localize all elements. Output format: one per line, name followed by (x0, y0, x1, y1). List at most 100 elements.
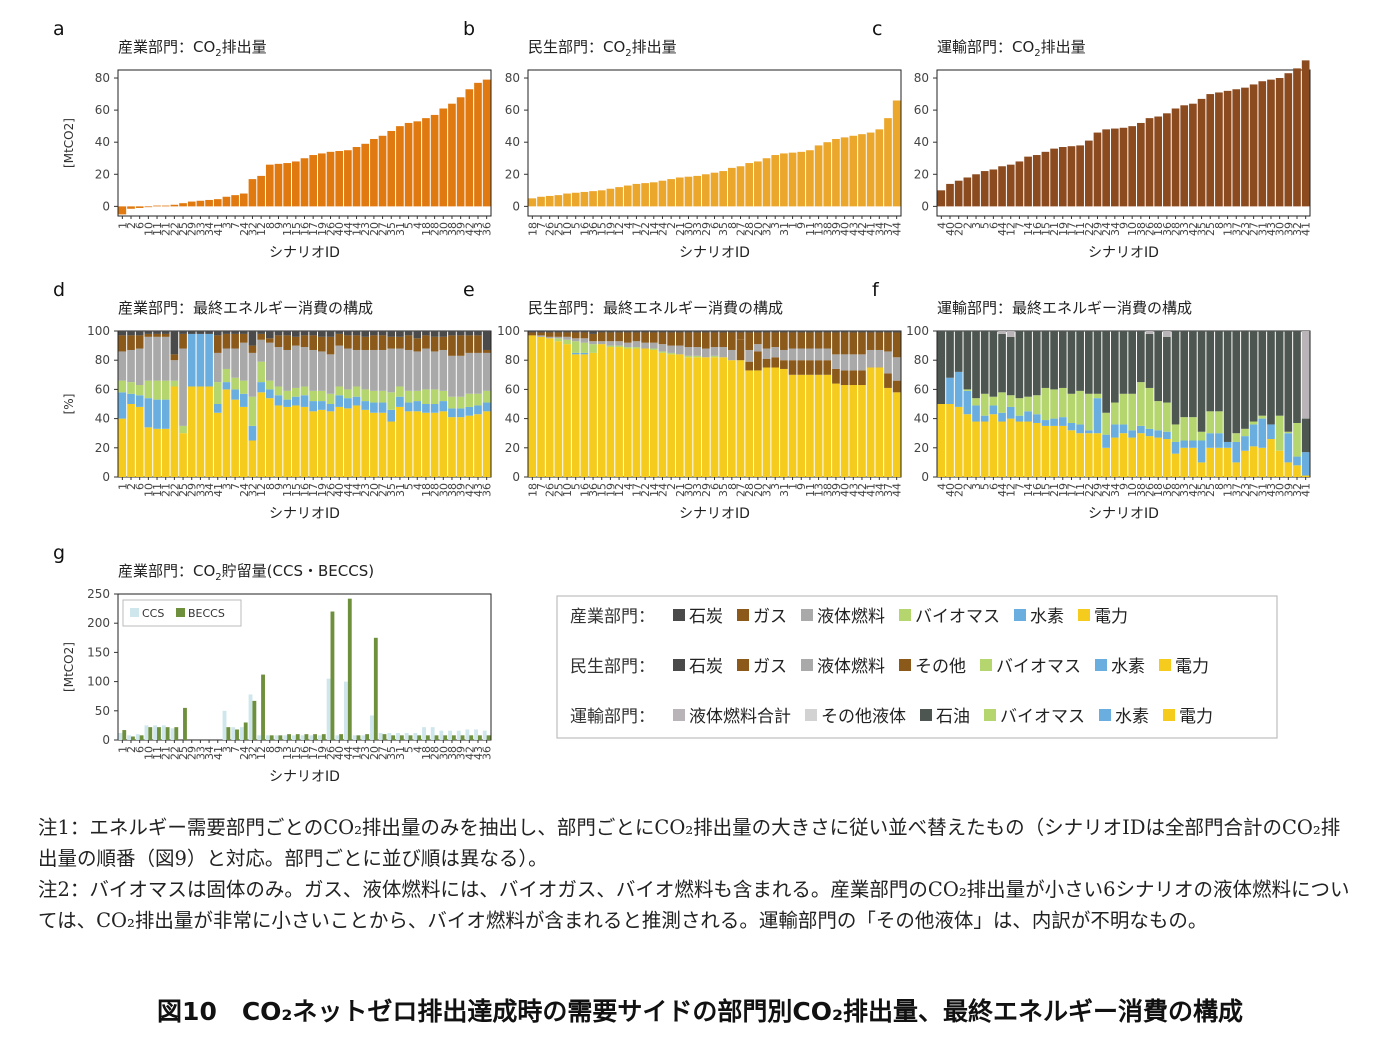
stack-segment (387, 336, 396, 349)
x-tick-label: 34 (203, 222, 216, 236)
stack-segment (1197, 440, 1206, 463)
stack-segment (404, 349, 413, 391)
x-tick-label: 26 (325, 483, 338, 497)
beccs-bar (321, 734, 326, 740)
stack-segment (222, 368, 231, 383)
stack-segment (1084, 433, 1093, 477)
stack-segment (1206, 331, 1215, 412)
stack-segment (291, 396, 300, 406)
stack-segment (1093, 433, 1102, 477)
x-tick-label: 20 (368, 746, 381, 760)
stack-segment (430, 412, 439, 477)
x-tick-label: 40 (839, 222, 852, 236)
stack-segment (309, 335, 318, 350)
stack-segment (344, 398, 352, 409)
x-tick-label: 17 (1065, 222, 1078, 236)
stack-segment (675, 354, 684, 477)
bar (980, 171, 989, 207)
stack-segment (482, 331, 491, 350)
ccs-bar (404, 732, 409, 740)
stack-segment (814, 332, 823, 349)
x-tick-label: 41 (865, 483, 878, 497)
beccs-bar (365, 734, 370, 740)
ccs-bar (387, 732, 392, 740)
stack-segment (1241, 331, 1249, 429)
bar (274, 163, 283, 207)
x-tick-label: 18 (420, 222, 433, 236)
stack-segment (474, 352, 482, 394)
stack-segment (248, 440, 257, 477)
stack-segment (658, 351, 667, 353)
bar (430, 114, 439, 207)
stack-segment (222, 382, 231, 390)
stack-segment (771, 331, 780, 333)
x-tick-label: 16 (1031, 222, 1044, 236)
y-tick-label: 60 (95, 103, 110, 117)
stack-segment (1006, 418, 1015, 477)
stack-segment (1284, 431, 1293, 434)
beccs-bar (261, 674, 265, 740)
stack-segment (780, 368, 788, 477)
y-tick-label: 200 (87, 616, 110, 630)
x-tick-label: 22 (639, 222, 652, 236)
x-tick-label: 26 (325, 746, 338, 760)
bar (1058, 147, 1067, 207)
stack-segment (840, 370, 849, 386)
stack-segment (135, 331, 144, 336)
stack-segment (649, 348, 658, 350)
legend-item-label: バイオマス (1000, 707, 1085, 727)
bar (1137, 122, 1145, 207)
stack-segment (1050, 389, 1058, 419)
x-tick-label: 10 (142, 483, 155, 497)
stack-segment (1041, 420, 1050, 426)
x-tick-label: 7 (229, 222, 242, 229)
bar (832, 138, 840, 207)
x-tick-label: 36 (481, 222, 494, 236)
stack-segment (554, 338, 563, 342)
x-axis-label: シナリオID (1088, 245, 1159, 261)
bar (606, 188, 615, 207)
x-tick-label: 35 (1196, 483, 1209, 497)
stack-segment (710, 347, 719, 356)
stack-segment (326, 404, 335, 412)
y-tick-label: 0 (512, 199, 520, 213)
title-part: 運輸部門：CO (937, 38, 1034, 56)
bar (998, 166, 1006, 207)
x-tick-label: 10 (561, 483, 574, 497)
stack-segment (1067, 430, 1076, 477)
x-tick-label: 4 (411, 222, 424, 229)
bar (361, 143, 370, 207)
stack-segment (1267, 439, 1275, 477)
panel-e: e民生部門：最終エネルギー消費の構成0204060801001872625105… (463, 279, 904, 522)
stack-segment (963, 414, 972, 477)
stack-segment (1076, 390, 1084, 425)
bar (170, 204, 179, 207)
x-tick-label: 30 (682, 222, 695, 236)
x-tick-label: 5 (403, 746, 416, 753)
ccs-bar (430, 727, 435, 740)
x-axis-label: シナリオID (269, 245, 340, 261)
stack-segment (1119, 433, 1128, 477)
stack-segment (153, 333, 161, 337)
bar (632, 183, 641, 207)
stack-segment (823, 332, 832, 349)
stack-segment (474, 335, 482, 353)
panel-title: 産業部門：最終エネルギー消費の構成 (118, 299, 373, 317)
stack-segment (404, 331, 413, 336)
beccs-bar (399, 735, 404, 740)
stack-segment (300, 347, 309, 387)
stack-segment (693, 331, 701, 333)
bar (283, 163, 291, 207)
bar (1223, 90, 1232, 207)
x-tick-label: 22 (168, 746, 181, 760)
bar (1232, 89, 1241, 207)
stack-segment (179, 433, 187, 477)
stack-segment (248, 396, 257, 426)
stack-segment (335, 333, 344, 346)
x-tick-label: 22 (1083, 483, 1096, 497)
x-tick-label: 7 (229, 483, 242, 490)
stack-segment (1006, 395, 1015, 407)
bar (378, 135, 387, 207)
stack-segment (283, 335, 291, 350)
x-tick-label: 25 (177, 222, 190, 236)
